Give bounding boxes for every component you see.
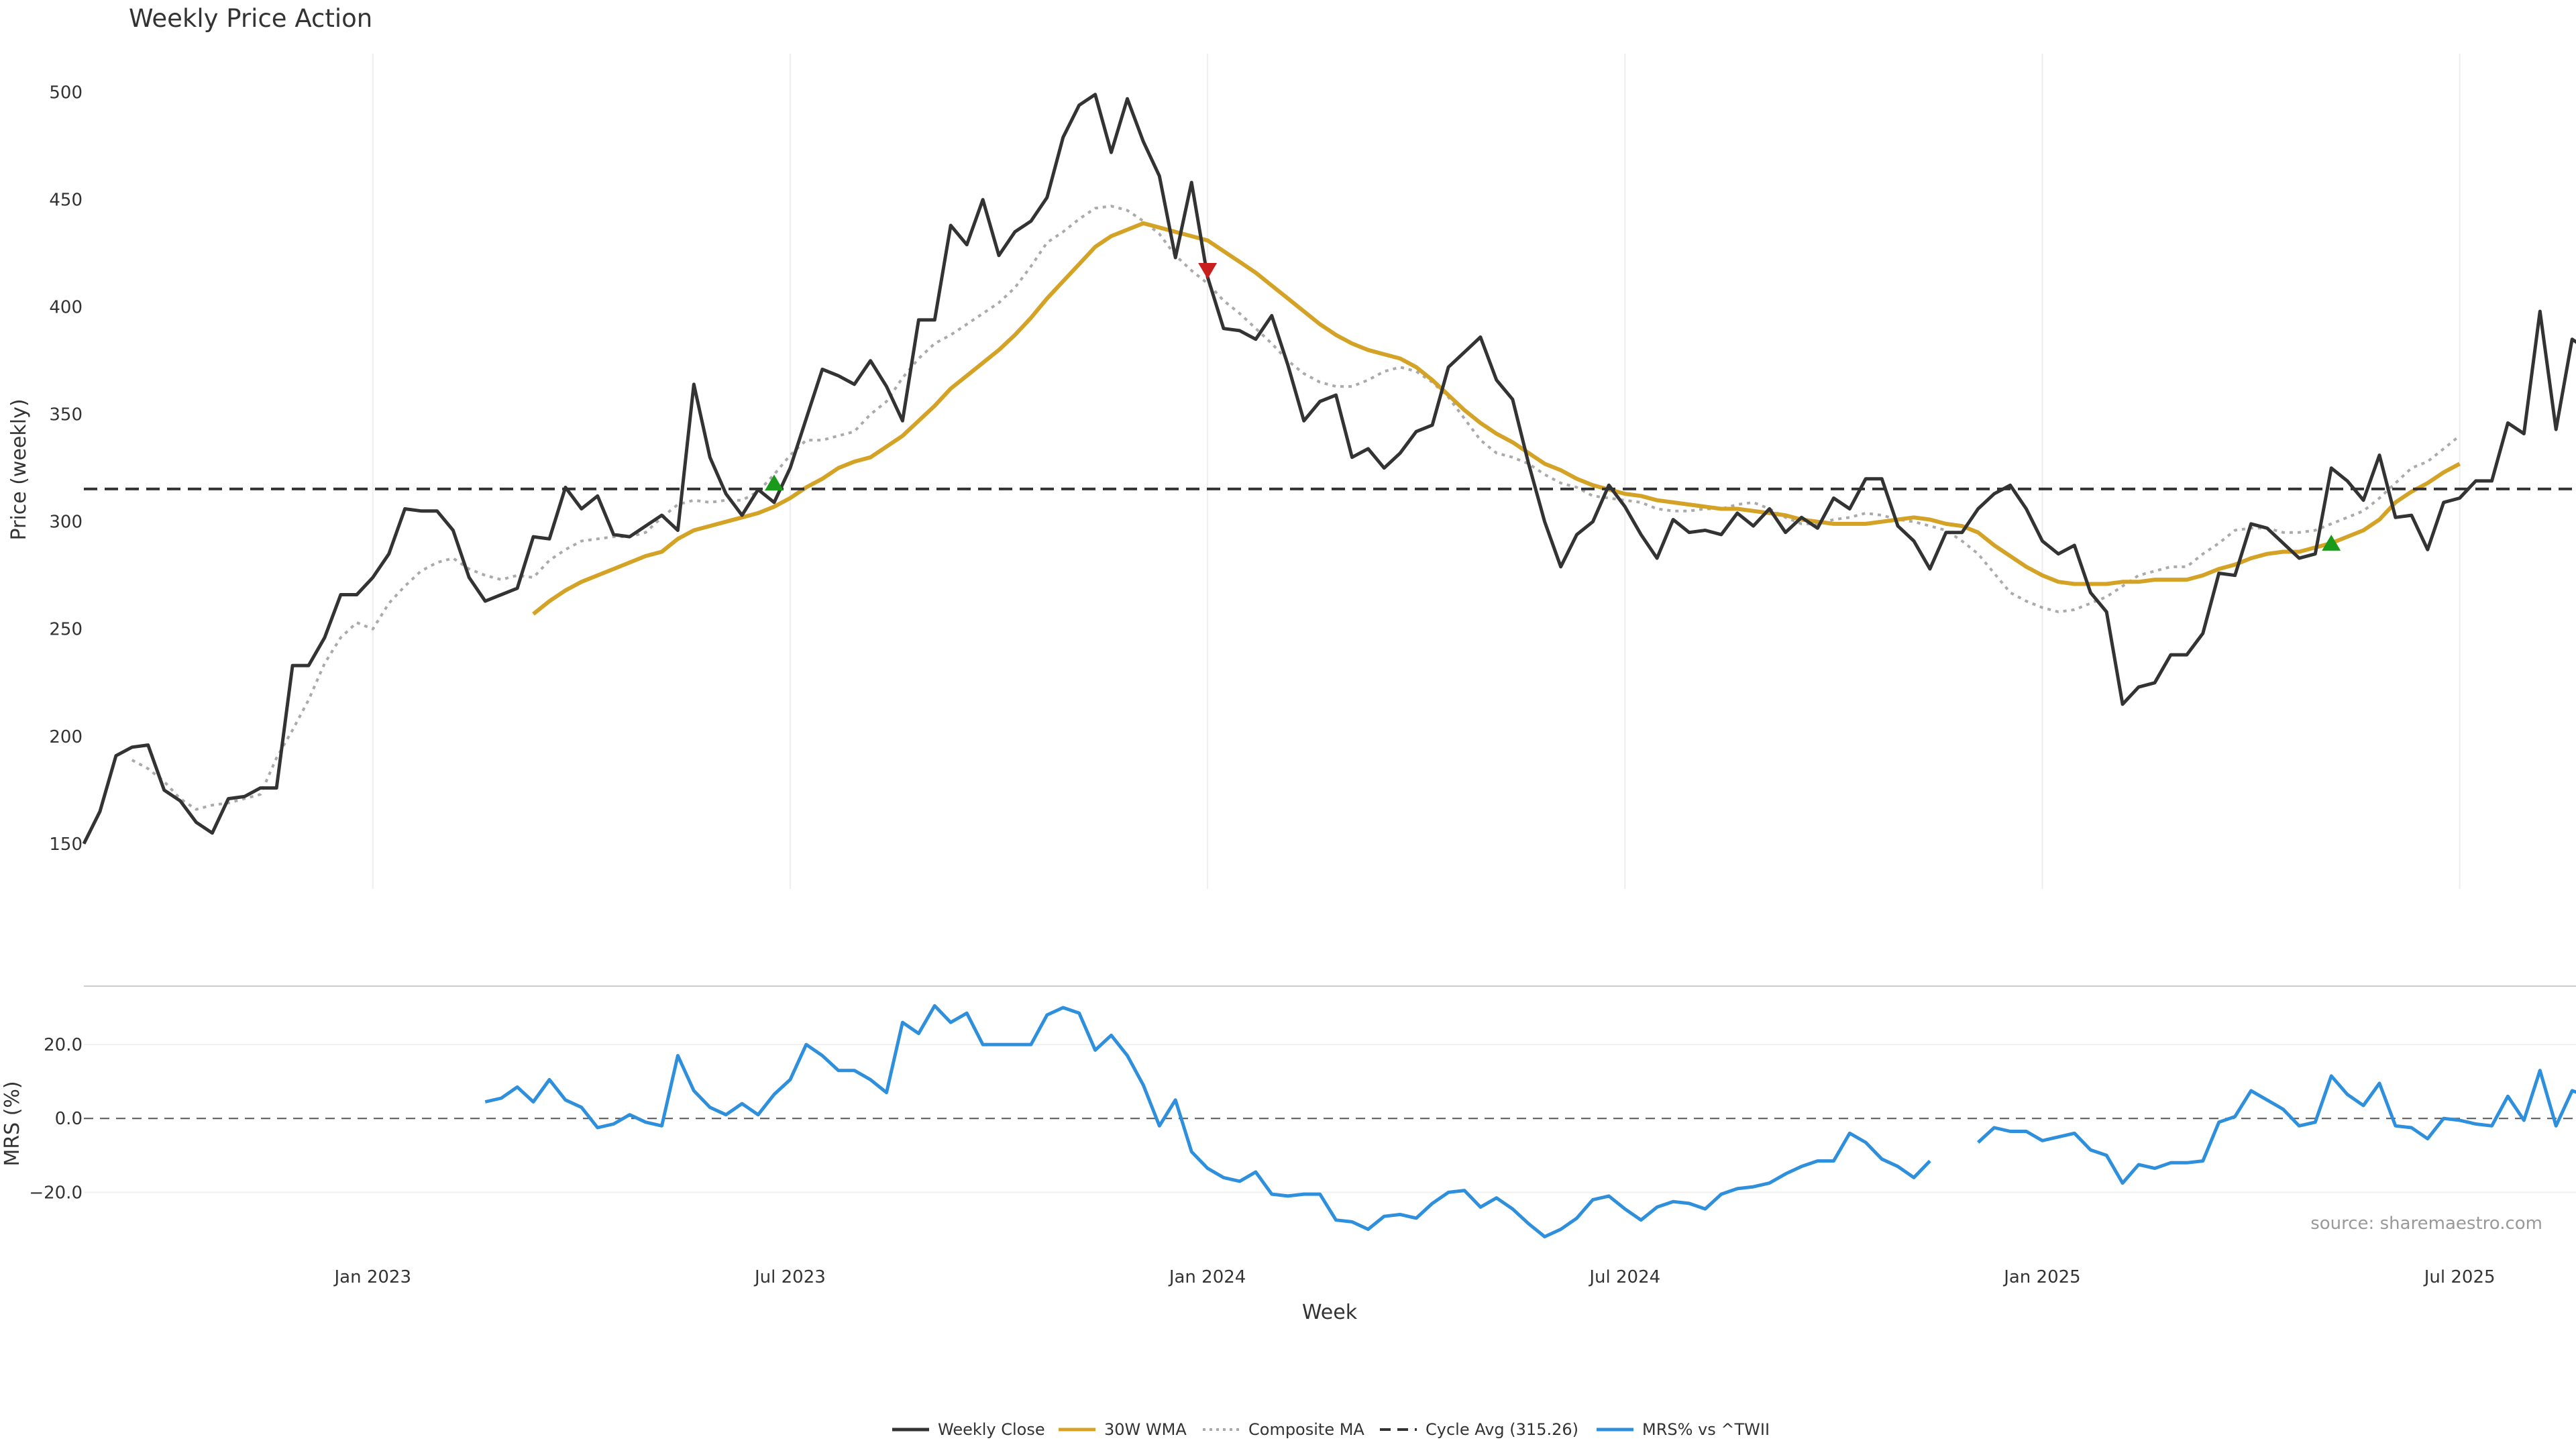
price-y-tick-200: 200 [49,727,83,747]
legend-item-close: Weekly Close [892,1420,1045,1439]
price-series [82,93,2576,845]
legend-label-composite: Composite MA [1248,1420,1364,1439]
price-y-axis-label: Price (weekly) [7,398,31,540]
mrs-y-tick-0: −20.0 [29,1183,83,1203]
legend-item-wma: 30W WMA [1059,1420,1187,1439]
legend-label-cycle: Cycle Avg (315.26) [1426,1420,1578,1439]
buy-signal-marker-2 [2322,535,2341,551]
x-tick-labels: Jan 2023 Jul 2023 Jan 2024 Jul 2024 Jan 2025… [333,1267,2495,1287]
mrs-y-axis-label: MRS (%) [1,1081,24,1166]
x-tick-0: Jan 2023 [333,1267,411,1287]
series-wma [532,221,2461,616]
price-y-tick-400: 400 [49,298,83,318]
series-mrs-segment-0 [484,1004,1931,1238]
mrs-gridlines [84,1044,2576,1193]
legend-label-wma: 30W WMA [1104,1420,1187,1439]
price-y-tick-labels: 150 200 250 300 350 400 450 500 [49,83,83,855]
series-composite [131,205,2461,811]
source-label: source: sharemaestro.com [2310,1214,2542,1234]
legend-item-cycle: Cycle Avg (315.26) [1380,1420,1578,1439]
price-panel: 150 200 250 300 350 400 450 500 [49,54,2576,889]
signal-markers [764,263,2341,551]
legend-item-composite: Composite MA [1203,1420,1364,1439]
x-tick-3: Jul 2024 [1588,1267,1660,1287]
price-y-tick-250: 250 [49,620,83,640]
legend-label-close: Weekly Close [938,1420,1045,1439]
series-mrs-segment-1 [1977,1069,2576,1185]
mrs-y-tick-2: 20.0 [44,1035,83,1055]
legend-item-mrs: MRS% vs ^TWII [1597,1420,1770,1439]
x-tick-4: Jan 2025 [2002,1267,2081,1287]
x-tick-1: Jul 2023 [753,1267,826,1287]
mrs-y-tick-labels: −20.0 0.0 20.0 [29,1035,83,1203]
buy-signal-marker-0 [764,474,784,491]
chart-title: Weekly Price Action [129,4,372,33]
mrs-panel: −20.0 0.0 20.0 [29,1004,2576,1238]
price-gridlines [372,54,2461,889]
mrs-series [484,1004,2576,1238]
price-y-tick-350: 350 [49,405,83,425]
sell-signal-marker-1 [1198,263,1218,279]
x-tick-2: Jan 2024 [1168,1267,1246,1287]
price-y-tick-450: 450 [49,191,83,211]
price-y-tick-500: 500 [49,83,83,103]
series-close [82,93,2576,845]
price-y-tick-300: 300 [49,513,83,533]
x-axis-label: Week [1302,1301,1358,1324]
legend: Weekly Close 30W WMA Composite MA Cycle Avg… [892,1420,1770,1439]
mrs-y-tick-1: 0.0 [55,1109,83,1129]
legend-label-mrs: MRS% vs ^TWII [1642,1420,1770,1439]
price-y-tick-150: 150 [49,835,83,855]
x-tick-5: Jul 2025 [2423,1267,2496,1287]
